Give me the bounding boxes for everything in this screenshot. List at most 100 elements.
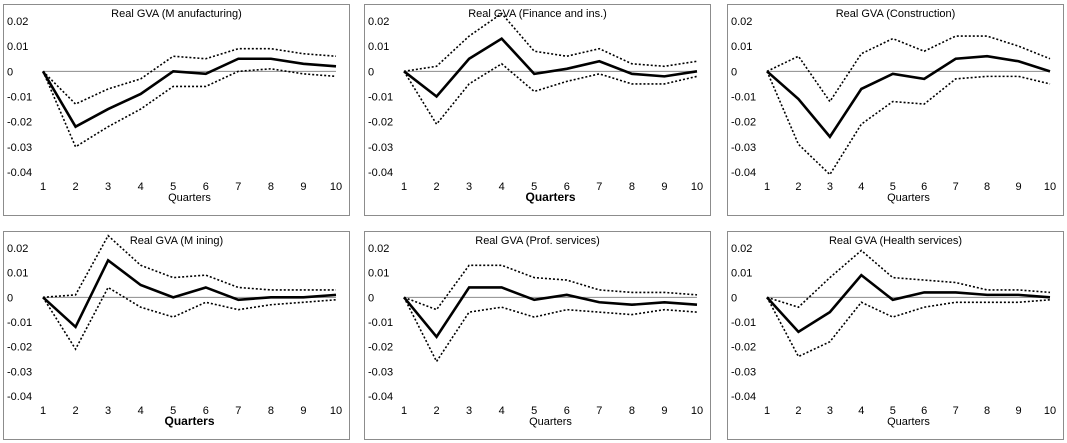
chart-panel-manufacturing: Real GVA (M anufacturing) 0.02 0.01 0 -0.01 -… [3, 4, 350, 216]
y-tick-label: -0.02 [7, 117, 32, 129]
chart-title: Real GVA (M anufacturing) [111, 8, 242, 20]
x-tick-label: 2 [72, 405, 78, 417]
x-tick-label: 4 [858, 405, 864, 417]
y-tick-label: 0.02 [368, 16, 389, 28]
x-tick-label: 3 [105, 405, 111, 417]
y-tick-label: -0.04 [731, 167, 756, 179]
y-tick-label: -0.04 [7, 167, 32, 179]
x-tick-label: 8 [984, 181, 990, 193]
x-tick-label: 3 [827, 405, 833, 417]
x-tick-label: 10 [1044, 405, 1056, 417]
x-tick-label: 8 [268, 181, 274, 193]
chart-svg: Real GVA (Prof. services) 0.02 0.01 0 -0.01 -… [364, 231, 711, 440]
x-axis-label: Quarters [887, 192, 930, 204]
x-tick-label: 6 [203, 181, 209, 193]
y-tick-label: 0 [7, 292, 13, 304]
x-tick-label: 1 [401, 181, 407, 193]
y-tick-label: 0 [368, 292, 374, 304]
chart-frame [364, 231, 711, 440]
x-tick-label: 2 [72, 181, 78, 193]
x-tick-label: 4 [858, 181, 864, 193]
x-tick-label: 9 [661, 181, 667, 193]
x-tick-label: 5 [531, 181, 537, 193]
x-axis-label: Quarters [529, 416, 572, 428]
x-tick-label: 7 [953, 405, 959, 417]
x-tick-label: 6 [921, 181, 927, 193]
y-tick-label: 0.02 [731, 16, 752, 28]
x-tick-label: 9 [300, 181, 306, 193]
impulse-response-line [42, 258, 337, 330]
chart-title: Real GVA (Finance and ins.) [468, 8, 607, 20]
chart-title: Real GVA (M ining) [130, 235, 223, 247]
impulse-response-line [402, 286, 698, 339]
chart-svg: Real GVA (Finance and ins.) 0.02 0.01 0 -0.0… [364, 4, 711, 216]
x-tick-label: 9 [1015, 181, 1021, 193]
y-tick-label: -0.02 [368, 342, 393, 354]
y-tick-label: 0 [368, 66, 374, 78]
x-tick-label: 5 [890, 405, 896, 417]
x-tick-label: 2 [795, 405, 801, 417]
y-tick-label: 0.01 [368, 41, 389, 53]
x-tick-label: 7 [596, 405, 602, 417]
x-tick-label: 10 [1044, 181, 1056, 193]
impulse-response-line [766, 54, 1051, 139]
y-tick-label: 0 [7, 66, 13, 78]
x-tick-label: 4 [499, 181, 505, 193]
chart-svg: Real GVA (M ining) 0.02 0.01 0 -0.01 -0.02 -0.… [3, 231, 350, 440]
x-tick-label: 2 [433, 181, 439, 193]
x-tick-label: 5 [170, 181, 176, 193]
lower-bound-line [766, 296, 1051, 358]
impulse-response-line [41, 57, 337, 129]
impulse-response-line [766, 273, 1051, 334]
chart-panel-construction: Real GVA (Construction) 0.02 0.01 0 -0.01 -0.… [727, 4, 1064, 216]
chart-title: Real GVA (Construction) [836, 8, 956, 20]
y-tick-label: -0.04 [7, 391, 32, 403]
y-tick-label: -0.01 [368, 92, 393, 104]
x-tick-label: 1 [764, 405, 770, 417]
y-tick-label: -0.03 [368, 142, 393, 154]
y-tick-label: -0.02 [731, 117, 756, 129]
chart-panel-finance: Real GVA (Finance and ins.) 0.02 0.01 0 -0.0… [364, 4, 711, 216]
y-tick-label: -0.01 [7, 317, 32, 329]
x-tick-label: 7 [596, 181, 602, 193]
x-tick-label: 6 [564, 405, 570, 417]
x-tick-label: 7 [235, 181, 241, 193]
x-tick-label: 10 [691, 181, 703, 193]
chart-frame [727, 231, 1064, 440]
x-tick-label: 6 [203, 405, 209, 417]
upper-bound-line [403, 12, 698, 73]
y-tick-label: 0 [731, 66, 737, 78]
y-tick-label: -0.04 [731, 391, 756, 403]
x-tick-label: 4 [499, 405, 505, 417]
y-tick-label: -0.03 [7, 142, 32, 154]
chart-panel-prof-services: Real GVA (Prof. services) 0.02 0.01 0 -0.01 -… [364, 231, 711, 440]
x-tick-label: 1 [401, 405, 407, 417]
upper-bound-line [403, 264, 698, 311]
chart-svg: Real GVA (M anufacturing) 0.02 0.01 0 -0.01 -… [3, 4, 350, 216]
lower-bound-line [766, 71, 1051, 176]
x-tick-label: 6 [564, 181, 570, 193]
y-tick-label: 0 [731, 292, 737, 304]
chart-frame [3, 231, 350, 440]
y-tick-label: -0.01 [7, 92, 32, 104]
y-tick-label: 0.01 [731, 268, 752, 280]
chart-frame [3, 4, 350, 216]
x-axis-label: Quarters [168, 192, 211, 204]
x-tick-label: 6 [921, 405, 927, 417]
x-tick-label: 2 [433, 405, 439, 417]
y-tick-label: 0.01 [7, 268, 28, 280]
lower-bound-line [42, 68, 337, 149]
x-tick-label: 5 [170, 405, 176, 417]
x-tick-label: 3 [105, 181, 111, 193]
x-tick-label: 8 [268, 405, 274, 417]
x-tick-label: 2 [795, 181, 801, 193]
x-tick-label: 8 [629, 181, 635, 193]
x-tick-label: 10 [691, 405, 703, 417]
lower-bound-line [403, 296, 698, 364]
x-tick-label: 9 [300, 405, 306, 417]
x-tick-label: 7 [235, 405, 241, 417]
x-tick-label: 3 [466, 405, 472, 417]
impulse-response-line [403, 36, 698, 99]
x-tick-label: 1 [764, 181, 770, 193]
y-tick-label: -0.03 [368, 366, 393, 378]
